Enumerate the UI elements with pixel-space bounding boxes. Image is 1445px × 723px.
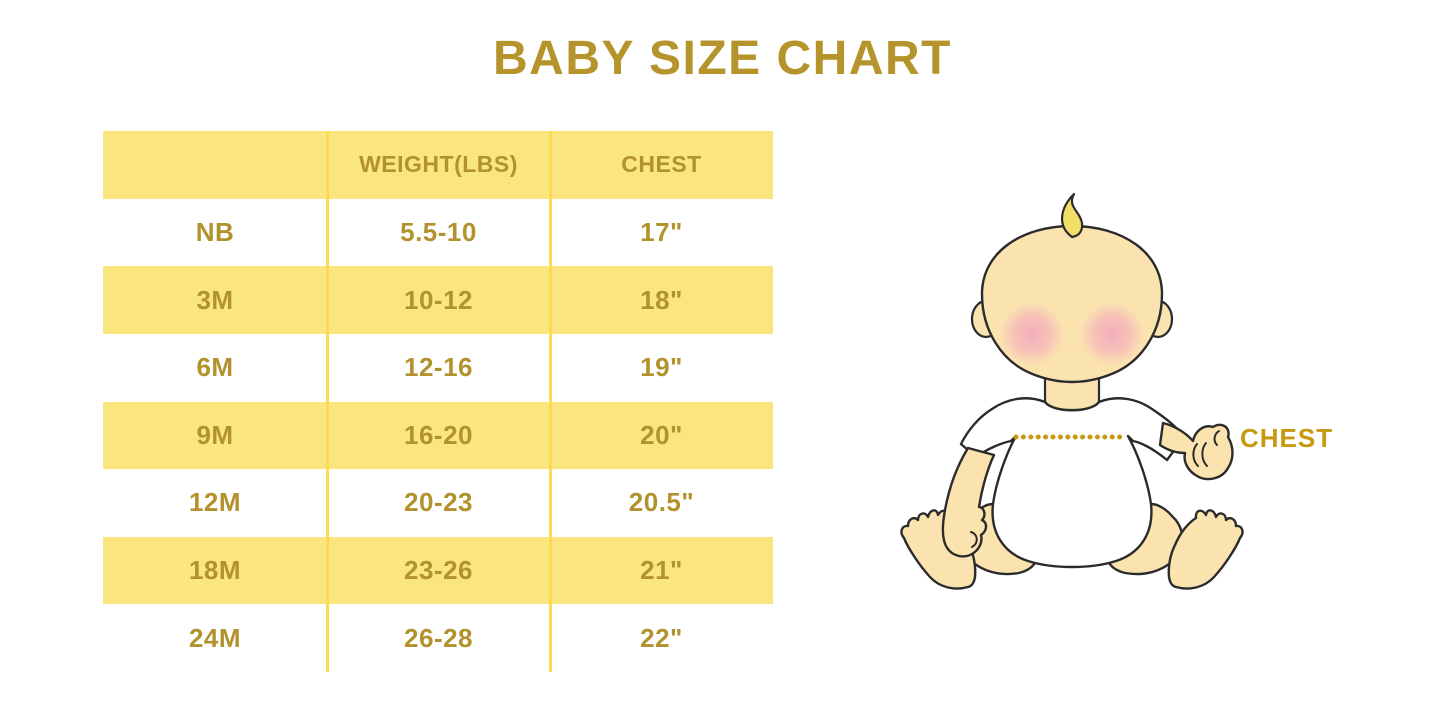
- size-table: WEIGHT(LBS) CHEST NB 5.5-10 17" 3M 10-12…: [103, 131, 773, 672]
- size-cell: 6M: [196, 352, 234, 383]
- chest-cell: 18": [640, 284, 683, 315]
- column-divider: [548, 131, 552, 672]
- chest-cell: 19": [640, 352, 683, 383]
- weight-cell: 16-20: [404, 419, 473, 450]
- weight-cell: 10-12: [404, 284, 473, 315]
- column-divider: [325, 131, 329, 672]
- size-cell: 12M: [188, 487, 242, 518]
- weight-cell: 5.5-10: [400, 216, 477, 247]
- weight-cell: 12-16: [404, 352, 473, 383]
- table-header-row: WEIGHT(LBS) CHEST: [103, 131, 773, 199]
- size-cell: NB: [195, 216, 235, 247]
- table-row: 6M 12-16 19": [103, 334, 773, 402]
- table-row: 3M 10-12 18": [103, 266, 773, 334]
- table-row: 24M 26-28 22": [103, 604, 773, 672]
- size-cell: 24M: [188, 622, 242, 653]
- weight-column-header: WEIGHT(LBS): [359, 151, 518, 178]
- chest-cell: 22": [640, 622, 683, 653]
- table-row: 18M 23-26 21": [103, 536, 773, 605]
- size-cell: 9M: [196, 419, 234, 450]
- chest-cell: 17": [640, 216, 683, 247]
- size-column-header: [103, 131, 327, 199]
- chest-cell: 20.5": [628, 487, 695, 518]
- chest-column-header: CHEST: [621, 151, 702, 178]
- left-blush: [1000, 302, 1064, 366]
- table-row: NB 5.5-10 17": [103, 199, 773, 267]
- baby-head: [980, 224, 1164, 384]
- baby-right-arm: [1158, 421, 1234, 481]
- baby-left-arm: [941, 446, 996, 558]
- page-title: BABY SIZE CHART: [493, 32, 952, 85]
- size-cell: 18M: [188, 555, 242, 586]
- chest-label: CHEST: [1240, 423, 1334, 453]
- table-row: 12M 20-23 20.5": [103, 469, 773, 537]
- chest-cell: 21": [640, 555, 683, 586]
- weight-cell: 20-23: [404, 487, 473, 518]
- weight-cell: 26-28: [404, 622, 473, 653]
- size-cell: 3M: [196, 284, 234, 315]
- baby-illustration: [900, 192, 1244, 590]
- chest-cell: 20": [640, 419, 683, 450]
- weight-cell: 23-26: [404, 555, 473, 586]
- table-row: 9M 16-20 20": [103, 401, 773, 470]
- right-blush: [1080, 302, 1144, 366]
- baby-hair-tuft: [1061, 192, 1084, 239]
